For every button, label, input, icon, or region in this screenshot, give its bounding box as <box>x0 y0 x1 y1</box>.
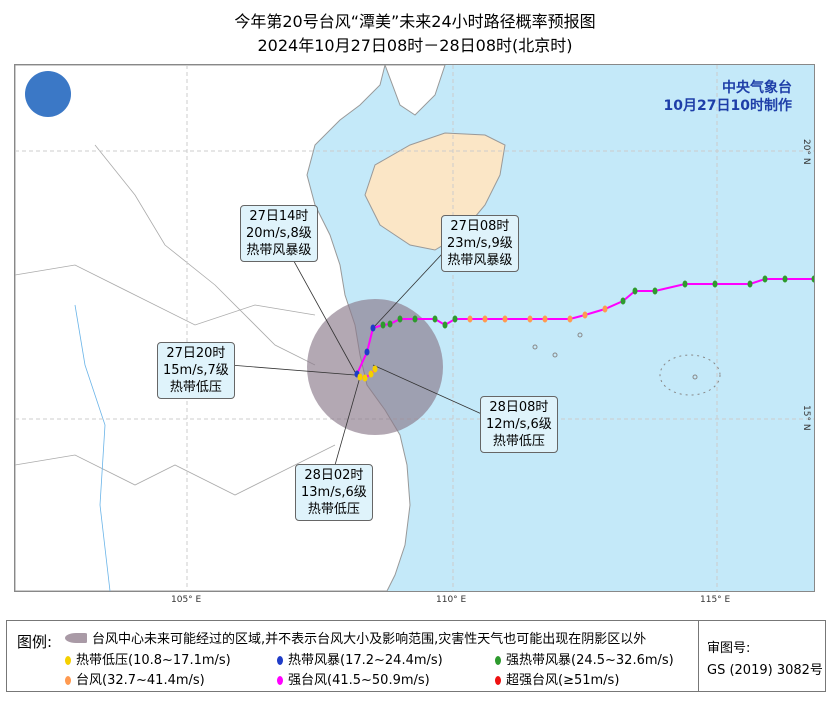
track-point-ts <box>364 348 370 356</box>
legend-cone-text: 台风中心未来可能经过的区域,并不表示台风大小及影响范围,灾害性天气也可能出现在阴… <box>92 632 647 647</box>
legend-item-super: 超强台风(≥51m/s) <box>495 669 619 688</box>
track-point-td <box>362 374 368 382</box>
callout-wind: 12m/s,6级 <box>486 417 552 432</box>
map-svg <box>14 64 817 592</box>
callout-level: 热带风暴级 <box>246 243 312 258</box>
ty-symbol-icon <box>65 676 71 685</box>
review-number-box: 审图号: GS (2019) 3082号 <box>698 621 826 691</box>
callout-wind: 15m/s,7级 <box>163 363 229 378</box>
cone-icon <box>65 633 87 643</box>
track-point-sts <box>712 280 718 288</box>
callout-level: 热带低压 <box>169 380 222 395</box>
legend-item-ty: 台风(32.7~41.4m/s) <box>65 669 205 688</box>
agency-name: 中央气象台 <box>722 80 792 96</box>
lon-label-115: 115° E <box>700 595 731 605</box>
track-point-sts <box>397 315 403 323</box>
track-point-td <box>368 370 374 378</box>
map-title: 今年第20号台风“潭美”未来24小时路径概率预报图 <box>234 12 596 31</box>
track-point-ts <box>370 324 376 332</box>
callout-wind: 20m/s,8级 <box>246 226 312 241</box>
callout-28-08: 28日08时 12m/s,6级 热带低压 <box>480 396 558 453</box>
track-point-sts <box>652 287 658 295</box>
legend-item-td: 热带低压(10.8~17.1m/s) <box>65 649 231 668</box>
lon-label-110: 110° E <box>436 595 467 605</box>
islands <box>532 332 721 396</box>
track-point-sts <box>442 321 448 329</box>
track-point-sts <box>620 297 626 305</box>
callout-time: 28日08时 <box>489 400 549 415</box>
lat-label-20: 20° N <box>801 139 811 165</box>
track-point-td <box>372 365 378 373</box>
callout-time: 28日02时 <box>304 468 364 483</box>
track-point-ty <box>582 311 588 319</box>
callout-wind: 23m/s,9级 <box>447 236 513 251</box>
track-point-sts <box>452 315 458 323</box>
lon-label-105: 105° E <box>171 595 202 605</box>
callout-27-14: 27日14时 20m/s,8级 热带风暴级 <box>240 205 318 262</box>
super-ty-symbol-icon <box>495 676 501 685</box>
lat-label-15: 15° N <box>801 405 811 431</box>
callout-27-20: 27日20时 15m/s,7级 热带低压 <box>157 342 235 399</box>
track-point-ty <box>467 315 473 323</box>
callout-level: 热带低压 <box>492 434 545 449</box>
legend-cone: 台风中心未来可能经过的区域,并不表示台风大小及影响范围,灾害性天气也可能出现在阴… <box>65 628 646 647</box>
track-point-td <box>357 373 363 381</box>
track-point-sts <box>747 280 753 288</box>
review-label: 审图号: <box>707 641 751 656</box>
track-point-sts <box>380 321 386 329</box>
track-point-sts <box>387 320 393 328</box>
callout-level: 热带低压 <box>307 502 360 517</box>
province-borders <box>14 144 336 592</box>
td-symbol-icon <box>65 656 71 665</box>
callout-27-08: 27日08时 23m/s,9级 热带风暴级 <box>441 215 519 272</box>
ts-symbol-icon <box>277 656 283 665</box>
legend-item-sts: 强热带风暴(24.5~32.6m/s) <box>495 649 674 668</box>
callout-time: 27日20时 <box>166 346 226 361</box>
track-point-ty <box>602 305 608 313</box>
track-point-sts <box>432 315 438 323</box>
callout-time: 27日08时 <box>450 219 510 234</box>
track-point-sts <box>632 287 638 295</box>
track-point-ty <box>527 315 533 323</box>
sty-symbol-icon <box>277 676 283 685</box>
track-point-ty <box>502 315 508 323</box>
track-point-sts <box>782 275 788 283</box>
map-subtitle: 2024年10月27日08时－28日08时(北京时) <box>257 36 573 55</box>
legend-item-sty: 强台风(41.5~50.9m/s) <box>277 669 430 688</box>
track-point-ty <box>482 315 488 323</box>
map-area: 中央气象台 10月27日10时制作 105° E 110° E 115° E 2… <box>14 64 817 605</box>
callout-time: 27日14时 <box>249 209 309 224</box>
track-point-ty <box>567 315 573 323</box>
callout-28-02: 28日02时 13m/s,6级 热带低压 <box>295 464 373 521</box>
callout-wind: 13m/s,6级 <box>301 485 367 500</box>
track-point-sts <box>682 280 688 288</box>
cma-logo <box>25 71 71 117</box>
sts-symbol-icon <box>495 656 501 665</box>
track-point-sts <box>762 275 768 283</box>
track-point-sts <box>412 315 418 323</box>
callout-level: 热带风暴级 <box>447 253 513 268</box>
issued-time: 10月27日10时制作 <box>663 98 792 114</box>
legend-item-ts: 热带风暴(17.2~24.4m/s) <box>277 649 443 668</box>
leizhou-peninsula <box>384 64 446 116</box>
track-point-ty <box>542 315 548 323</box>
legend-label: 图例: <box>17 633 53 651</box>
legend: 图例: 台风中心未来可能经过的区域,并不表示台风大小及影响范围,灾害性天气也可能… <box>6 620 826 692</box>
review-number: GS (2019) 3082号 <box>707 663 823 678</box>
